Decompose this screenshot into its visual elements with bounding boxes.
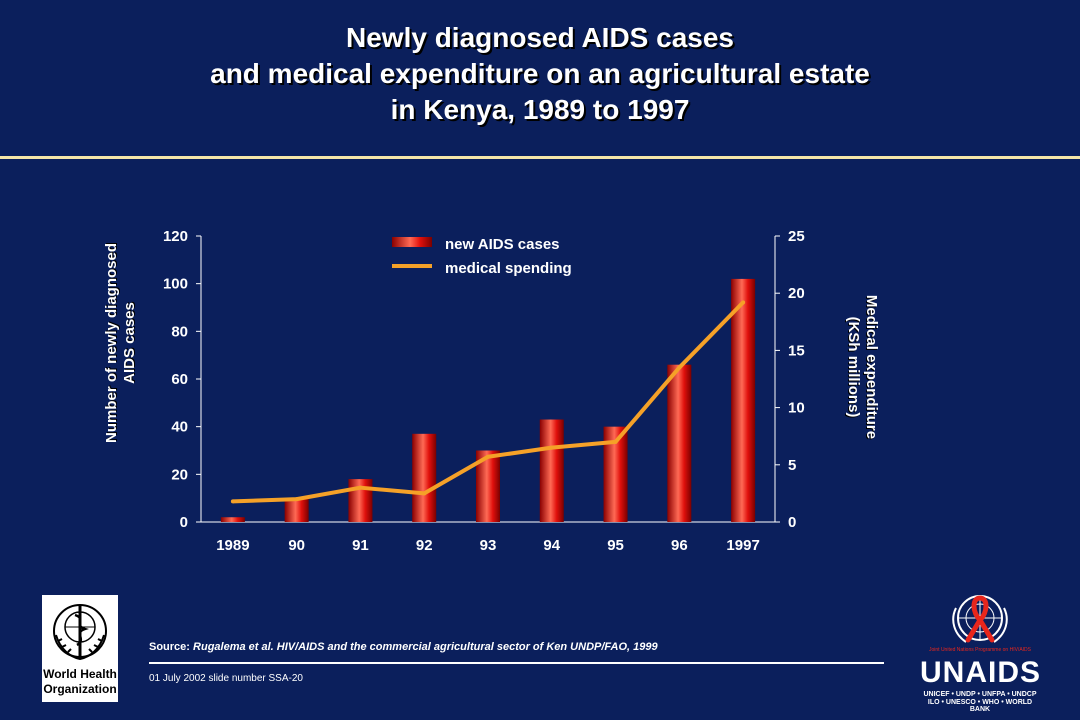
unaids-wordmark: UNAIDS <box>920 656 1042 689</box>
right-axis-title-line-1: Medical expenditure <box>863 294 880 440</box>
who-logo-label: World Health Organization <box>42 667 118 697</box>
title-line-1: Newly diagnosed AIDS cases <box>346 22 734 53</box>
point-medical-spending <box>230 499 235 504</box>
title-line-2: and medical expenditure on an agricultur… <box>210 58 870 89</box>
left-axis-tick-label: 40 <box>171 419 188 436</box>
right-axis-title: Medical expenditure (KSh millions) <box>844 202 880 532</box>
unaids-logo: Joint United Nations Programme on HIV/AI… <box>920 590 1042 713</box>
legend-swatch-bar <box>392 237 432 247</box>
left-axis-title-line-2: AIDS cases <box>121 302 138 384</box>
right-axis-tick-label: 25 <box>788 228 805 245</box>
who-logo-text-2: Organization <box>43 682 117 696</box>
bar-new-aids-cases <box>731 278 756 522</box>
x-axis-tick-label: 94 <box>543 537 560 554</box>
point-medical-spending <box>549 445 554 450</box>
point-medical-spending <box>741 300 746 305</box>
right-axis-tick-label: 5 <box>788 457 796 474</box>
who-emblem-icon <box>53 604 107 661</box>
right-axis-tick-label: 0 <box>788 514 796 531</box>
chart: 0 20 40 60 80 100 120 0 5 10 15 20 25 1989 90 91 92 93 94 9… <box>163 228 805 554</box>
x-axis-tick-label: 1989 <box>216 537 249 554</box>
slide-title: Newly diagnosed AIDS cases and medical e… <box>0 20 1080 128</box>
unaids-cosponsors-1: UNICEF • UNDP • UNFPA • UNDCP <box>923 691 1037 698</box>
right-axis-title-line-2: (KSh millions) <box>845 316 862 418</box>
bar-new-aids-cases <box>348 479 373 522</box>
point-medical-spending <box>677 365 682 370</box>
slide-footer: 01 July 2002 slide number SSA-20 <box>149 673 303 684</box>
unaids-tagline: Joint United Nations Programme on HIV/AI… <box>929 647 1031 653</box>
left-axis-title: Number of newly diagnosed AIDS cases <box>103 178 139 508</box>
right-axis-tick-label: 10 <box>788 400 805 417</box>
right-axis-tick-label: 20 <box>788 285 805 302</box>
source-prefix: Source: <box>149 641 190 653</box>
bar-new-aids-cases <box>539 419 564 522</box>
point-medical-spending <box>486 454 490 459</box>
unaids-cosponsors-2: ILO • UNESCO • WHO • WORLD BANK <box>927 699 1033 713</box>
x-axis-tick-label: 91 <box>352 537 369 554</box>
point-medical-spending <box>613 439 618 444</box>
x-axis-tick-label: 1997 <box>726 537 759 554</box>
footer-divider <box>149 662 884 664</box>
left-axis-tick-label: 20 <box>171 466 188 483</box>
left-axis-tick-label: 60 <box>171 371 188 388</box>
source-citation: Source: Rugalema et al. HIV/AIDS and the… <box>149 641 658 653</box>
legend-label-line: medical spending <box>445 260 572 277</box>
bar-new-aids-cases <box>412 433 437 522</box>
left-axis-title-line-1: Number of newly diagnosed <box>103 242 120 444</box>
x-axis-tick-label: 92 <box>416 537 433 554</box>
x-axis-tick-label: 93 <box>480 537 497 554</box>
legend-label-bar: new AIDS cases <box>445 236 560 253</box>
left-axis-tick-label: 0 <box>180 514 188 531</box>
bar-new-aids-cases <box>667 364 692 522</box>
bar-new-aids-cases <box>284 498 309 522</box>
x-axis-tick-label: 95 <box>607 537 624 554</box>
bar-new-aids-cases <box>220 517 245 522</box>
point-medical-spending <box>422 491 427 496</box>
who-logo: World Health Organization <box>42 595 118 702</box>
title-line-3: in Kenya, 1989 to 1997 <box>390 94 690 125</box>
x-axis-tick-label: 90 <box>288 537 305 554</box>
point-medical-spending <box>358 485 363 490</box>
x-axis-tick-label: 96 <box>671 537 688 554</box>
left-axis-tick-label: 80 <box>171 323 188 340</box>
source-text: Rugalema et al. HIV/AIDS and the commerc… <box>189 641 658 653</box>
left-axis-tick-label: 100 <box>163 276 188 293</box>
title-divider <box>0 156 1080 159</box>
right-axis-tick-label: 15 <box>788 342 805 359</box>
un-emblem-icon <box>952 595 1008 643</box>
point-medical-spending <box>294 497 299 502</box>
who-logo-text-1: World Health <box>43 667 117 681</box>
left-axis-tick-label: 120 <box>163 228 188 245</box>
